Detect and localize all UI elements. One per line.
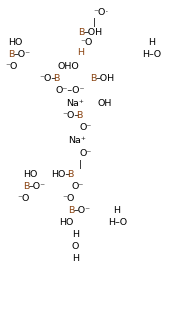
Text: ⁻O–: ⁻O– [62,111,79,120]
Text: HO: HO [23,170,37,179]
Text: ⁻O–: ⁻O– [39,74,56,83]
Text: O: O [72,242,79,251]
Text: HO–: HO– [51,170,70,179]
Text: |: | [93,18,96,27]
Text: –OH: –OH [84,28,103,37]
Text: B: B [67,170,73,179]
Text: H: H [113,206,120,215]
Text: –OH: –OH [96,74,115,83]
Text: H: H [148,38,155,47]
Text: O⁻: O⁻ [79,123,91,132]
Text: B: B [8,50,14,59]
Text: O⁻: O⁻ [79,149,91,158]
Text: ⁻O: ⁻O [5,62,17,71]
Text: Na⁺: Na⁺ [66,99,84,108]
Text: B: B [78,28,84,37]
Text: B: B [68,206,74,215]
Text: ⁻O: ⁻O [17,194,29,203]
Text: H–O: H–O [142,50,161,59]
Text: B: B [76,111,82,120]
Text: –O⁻: –O⁻ [14,50,31,59]
Text: –O⁻: –O⁻ [29,182,46,191]
Text: –O⁻: –O⁻ [74,206,91,215]
Text: B: B [23,182,29,191]
Text: H: H [72,254,79,263]
Text: HO: HO [59,218,73,227]
Text: H: H [77,48,84,57]
Text: O⁻: O⁻ [72,182,84,191]
Text: ⁻O·: ⁻O· [93,8,108,17]
Text: OHO: OHO [57,62,79,71]
Text: ⁻O: ⁻O [80,38,92,47]
Text: ⁻O: ⁻O [62,194,74,203]
Text: H: H [72,230,79,239]
Text: B: B [53,74,59,83]
Text: OH: OH [97,99,111,108]
Text: O⁻–O⁻: O⁻–O⁻ [55,86,84,95]
Text: Na⁺: Na⁺ [68,136,86,145]
Text: B: B [90,74,96,83]
Text: |: | [79,160,82,169]
Text: H–O: H–O [108,218,127,227]
Text: HO: HO [8,38,22,47]
